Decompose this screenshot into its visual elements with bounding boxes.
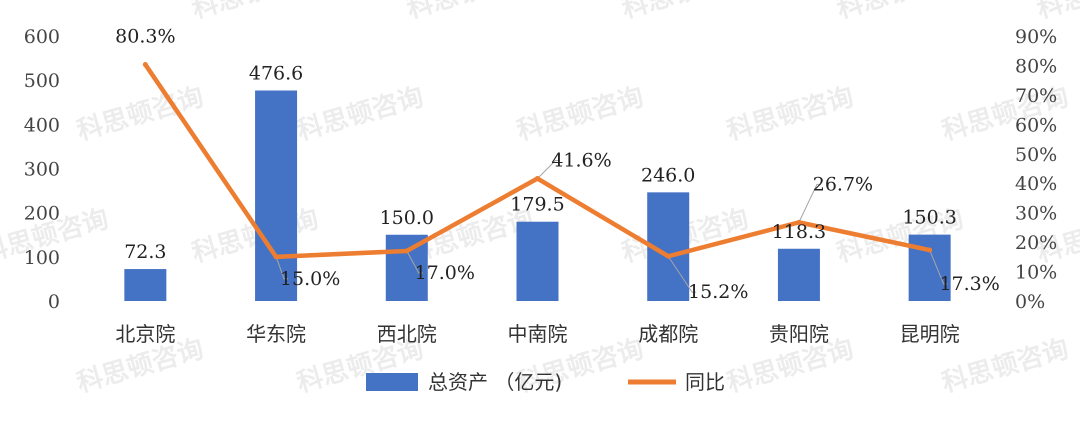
y-left-tick-label: 300 bbox=[24, 159, 60, 181]
category-label: 昆明院 bbox=[900, 322, 960, 346]
bar-data-label: 72.3 bbox=[124, 241, 166, 263]
watermark-text: 科思顿咨询 bbox=[513, 81, 647, 147]
bar bbox=[124, 269, 167, 301]
category-label: 贵阳院 bbox=[769, 322, 829, 346]
line-data-label: 15.0% bbox=[280, 268, 340, 290]
legend-bar-label: 总资产 （亿元) bbox=[428, 370, 562, 394]
bar-data-labels: 72.3 476.6 150.0 179.5 246.0 118.3 150.3 bbox=[124, 63, 957, 264]
y-right-tick-label: 40% bbox=[1015, 173, 1057, 195]
bar-data-label: 179.5 bbox=[510, 194, 564, 216]
watermark-text: 科思顿咨询 bbox=[188, 0, 322, 25]
line-data-labels: 80.3% 15.0% 17.0% 41.6% 15.2% 26.7% 17.3% bbox=[115, 26, 1000, 304]
y-right-tick-label: 0% bbox=[1015, 291, 1045, 313]
line-data-label: 17.3% bbox=[939, 273, 999, 295]
line-point bbox=[404, 248, 410, 254]
line-point bbox=[273, 254, 279, 260]
watermark-text: 科思顿咨询 bbox=[723, 81, 857, 147]
line-data-label: 15.2% bbox=[688, 281, 748, 303]
bar-data-label: 118.3 bbox=[772, 221, 826, 243]
leader-line bbox=[406, 250, 423, 274]
y-right-tick-label: 30% bbox=[1015, 203, 1057, 225]
bar bbox=[255, 90, 298, 301]
y-left-tick-label: 100 bbox=[24, 247, 60, 269]
watermark-text: 科思顿咨询 bbox=[833, 0, 967, 25]
leader-line bbox=[667, 255, 697, 293]
line-series bbox=[142, 62, 933, 260]
y-right-tick-label: 10% bbox=[1015, 262, 1057, 284]
category-label: 成都院 bbox=[638, 322, 698, 346]
bar-data-label: 150.0 bbox=[380, 207, 434, 229]
legend-line-label: 同比 bbox=[685, 370, 725, 394]
y-right-tick-label: 80% bbox=[1015, 55, 1057, 77]
bar bbox=[777, 248, 820, 301]
left-axis: 0 100 200 300 400 500 600 bbox=[24, 26, 60, 313]
y-left-tick-label: 600 bbox=[24, 26, 60, 48]
category-label: 西北院 bbox=[377, 322, 437, 346]
y-right-tick-label: 90% bbox=[1015, 26, 1057, 48]
right-axis: 0% 10% 20% 30% 40% 50% 60% 70% 80% 90% bbox=[1015, 26, 1057, 313]
y-right-tick-label: 60% bbox=[1015, 114, 1057, 136]
bar-series bbox=[124, 90, 951, 301]
line-data-label: 41.6% bbox=[551, 150, 611, 172]
bar-data-label: 150.3 bbox=[902, 207, 956, 229]
line-point bbox=[796, 219, 802, 225]
leader-line bbox=[929, 249, 948, 285]
line-data-label: 80.3% bbox=[115, 26, 175, 48]
bar-data-label: 246.0 bbox=[641, 164, 695, 186]
watermark-text: 科思顿咨询 bbox=[403, 0, 537, 25]
y-left-tick-label: 500 bbox=[24, 70, 60, 92]
line-point bbox=[535, 176, 540, 182]
category-label: 中南院 bbox=[508, 322, 568, 346]
line-point bbox=[665, 253, 671, 259]
y-right-tick-label: 20% bbox=[1015, 232, 1057, 254]
line-point bbox=[142, 62, 148, 68]
watermark-text: 科思顿咨询 bbox=[73, 81, 207, 147]
watermark-text: 科思顿咨询 bbox=[1033, 0, 1080, 25]
leader-line bbox=[798, 183, 821, 223]
legend-bar-swatch bbox=[366, 373, 418, 391]
category-label: 华东院 bbox=[246, 322, 306, 346]
leader-lines bbox=[275, 160, 948, 293]
y-left-tick-label: 0 bbox=[48, 291, 60, 313]
y-left-tick-label: 200 bbox=[24, 203, 60, 225]
leader-line bbox=[275, 256, 289, 280]
watermark-text: 科思顿咨询 bbox=[293, 81, 427, 147]
line-data-label: 17.0% bbox=[415, 262, 475, 284]
bar-data-label: 476.6 bbox=[249, 63, 303, 85]
leader-line bbox=[537, 160, 560, 179]
watermark-text: 科思顿咨询 bbox=[618, 0, 752, 25]
legend: 总资产 （亿元) 同比 bbox=[366, 370, 725, 394]
y-right-tick-label: 50% bbox=[1015, 144, 1057, 166]
bar bbox=[516, 221, 559, 301]
line-point bbox=[927, 247, 933, 253]
line-data-label: 26.7% bbox=[813, 173, 873, 195]
y-left-tick-label: 400 bbox=[24, 114, 60, 136]
category-label: 北京院 bbox=[115, 322, 175, 346]
y-right-tick-label: 70% bbox=[1015, 85, 1057, 107]
bar bbox=[385, 234, 428, 301]
category-axis: 北京院 华东院 西北院 中南院 成都院 贵阳院 昆明院 bbox=[115, 322, 959, 346]
